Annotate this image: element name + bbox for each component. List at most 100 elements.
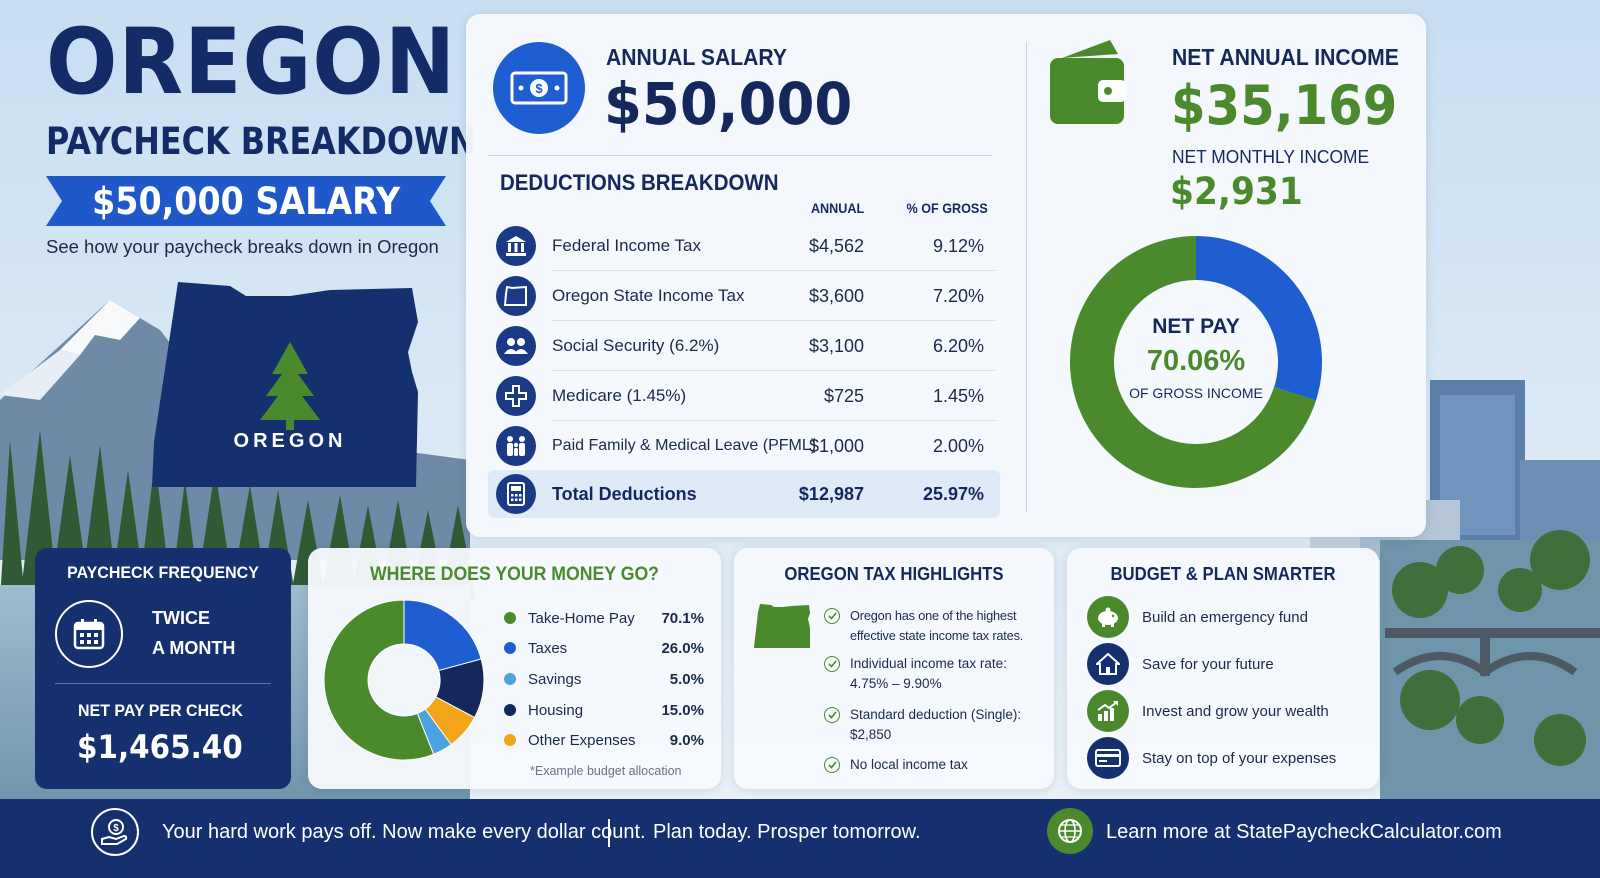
credit-card-icon	[1087, 737, 1129, 779]
deductions-segment	[1196, 236, 1322, 401]
deduction-row: Federal Income Tax $4,562 9.12%	[496, 221, 1000, 271]
tagline: See how your paycheck breaks down in Ore…	[46, 236, 439, 257]
check-icon	[824, 757, 840, 773]
legend-swatch	[504, 734, 516, 746]
check-icon	[824, 707, 840, 723]
deduction-pct: 7.20%	[932, 285, 984, 306]
footer-message: Your hard work pays off. Now make every …	[162, 821, 646, 843]
deduction-name: Federal Income Tax	[552, 236, 701, 255]
annual-salary-label: ANNUAL SALARY	[606, 44, 788, 70]
per-check-label: NET PAY PER CHECK	[78, 701, 243, 720]
tax-item: No local income tax	[824, 755, 1040, 775]
deduction-row: Oregon State Income Tax $3,600 7.20%	[496, 271, 1000, 321]
legend-item: Other Expenses 9.0%	[504, 729, 704, 751]
tax-item: Standard deduction (Single): $2,850	[824, 705, 1040, 745]
tax-item-text: Standard deduction (Single): $2,850	[850, 707, 1022, 742]
legend-item: Take-Home Pay 70.1%	[504, 607, 704, 629]
frequency-line1: TWICE	[152, 608, 210, 628]
legend-item: Housing 15.0%	[504, 699, 704, 721]
salary-deductions-card: $ ANNUAL SALARY $50,000 DEDUCTIONS BREAK…	[466, 14, 1426, 537]
deduction-pct: 9.12%	[932, 235, 984, 256]
deduction-annual: $1,000	[808, 435, 864, 456]
footer-slogan: Plan today. Prosper tomorrow.	[653, 821, 921, 843]
map-label: OREGON	[233, 430, 347, 452]
pie-slice-taxes	[403, 599, 482, 672]
divider	[55, 683, 271, 684]
deduction-row: Medicare (1.45%) $725 1.45%	[496, 371, 1000, 421]
legend-label: Other Expenses	[528, 731, 636, 749]
net-pay-segment	[1070, 236, 1316, 488]
calendar-icon	[55, 600, 123, 668]
paycheck-frequency-card: PAYCHECK FREQUENCY TWICE A MONTH NET PAY…	[35, 548, 291, 789]
budget-pie-chart	[323, 599, 485, 761]
legend-value: 5.0%	[669, 670, 704, 688]
deduction-annual: $725	[823, 385, 864, 406]
family-icon	[496, 426, 536, 466]
frequency-line2: A MONTH	[152, 638, 236, 658]
tax-item: Oregon has one of the highest effective …	[824, 606, 1040, 646]
budget-item: Invest and grow your wealth	[1087, 690, 1367, 732]
budget-item-label: Invest and grow your wealth	[1142, 702, 1329, 720]
check-icon	[824, 608, 840, 624]
footer-bar: $ Your hard work pays off. Now make ever…	[0, 799, 1600, 878]
net-monthly-label: NET MONTHLY INCOME	[1172, 146, 1370, 167]
money-title: WHERE DOES YOUR MONEY GO?	[370, 564, 659, 585]
deduction-annual: $3,600	[808, 285, 864, 306]
budget-item: Save for your future	[1087, 643, 1367, 685]
annual-salary-value: $50,000	[604, 70, 853, 138]
per-check-value: $1,465.40	[77, 728, 243, 766]
donut-title: NET PAY	[1152, 315, 1240, 338]
legend-swatch	[504, 704, 516, 716]
deduction-name: Oregon State Income Tax	[552, 286, 745, 305]
deductions-title: DEDUCTIONS BREAKDOWN	[500, 170, 779, 195]
deduction-name: Medicare (1.45%)	[552, 386, 687, 405]
budget-plan-card: BUDGET & PLAN SMARTER Build an emergency…	[1067, 548, 1379, 789]
total-deductions-row: Total Deductions $12,987 25.97%	[496, 469, 1000, 519]
salary-ribbon: $50,000 SALARY	[46, 176, 446, 226]
pine-tree-icon	[260, 342, 320, 430]
svg-text:$: $	[113, 823, 119, 834]
legend-value: 70.1%	[661, 609, 704, 627]
legend-swatch	[504, 612, 516, 624]
wallet-icon	[1048, 40, 1130, 131]
tax-item: Individual income tax rate: 4.75% – 9.90…	[824, 654, 1040, 694]
house-icon	[1087, 643, 1129, 685]
legend-label: Taxes	[528, 639, 568, 657]
deduction-row: Social Security (6.2%) $3,100 6.20%	[496, 321, 1000, 371]
vertical-divider	[1026, 42, 1027, 512]
budget-item-label: Save for your future	[1142, 655, 1274, 673]
bank-icon	[496, 226, 536, 266]
deduction-annual: $3,100	[808, 335, 864, 356]
pie-slice-take-home-pay	[323, 599, 435, 761]
row-divider	[552, 420, 996, 421]
legend-value: 9.0%	[669, 731, 704, 749]
budget-note: *Example budget allocation	[530, 764, 682, 778]
row-divider	[552, 370, 996, 371]
footer-website-link[interactable]: Learn more at StatePaycheckCalculator.co…	[1106, 821, 1502, 843]
money-allocation-card: WHERE DOES YOUR MONEY GO? Take-Home Pay 7…	[308, 548, 721, 789]
net-monthly-value: $2,931	[1170, 170, 1303, 213]
net-pay-donut: NET PAY 70.06% OF GROSS INCOME	[1070, 231, 1322, 493]
tax-item-text: No local income tax	[850, 757, 968, 772]
hand-coin-icon: $	[91, 808, 139, 856]
legend-label: Savings	[528, 670, 582, 688]
deduction-pct: 1.45%	[932, 385, 984, 406]
growth-chart-icon	[1087, 690, 1129, 732]
net-annual-value: $35,169	[1171, 74, 1398, 137]
budget-item-label: Build an emergency fund	[1142, 608, 1308, 626]
oregon-map: OREGON	[150, 282, 430, 487]
oregon-shape-icon	[754, 604, 812, 653]
deduction-name: Paid Family & Medical Leave (PFML)	[552, 437, 817, 454]
legend-value: 15.0%	[661, 701, 704, 719]
legend-swatch	[504, 642, 516, 654]
total-name: Total Deductions	[552, 483, 697, 504]
row-divider	[552, 320, 996, 321]
people-icon	[496, 326, 536, 366]
budget-item: Build an emergency fund	[1087, 596, 1367, 638]
legend-item: Taxes 26.0%	[504, 637, 704, 659]
piggy-bank-icon	[1087, 596, 1129, 638]
globe-icon	[1047, 808, 1093, 854]
svg-text:$: $	[535, 81, 543, 96]
title-block: OREGON PAYCHECK BREAKDOWN $50,000 SALARY…	[46, 12, 476, 258]
donut-percent: 70.06%	[1146, 345, 1246, 377]
